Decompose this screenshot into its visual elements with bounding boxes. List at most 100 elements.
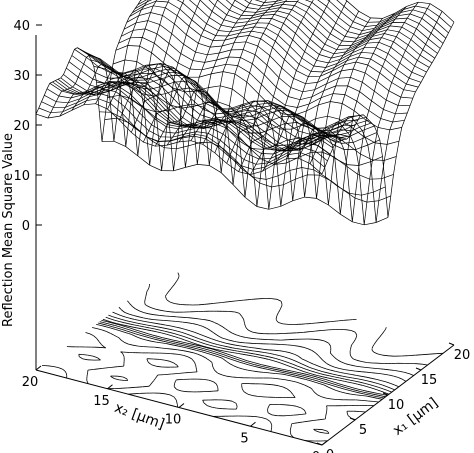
contour-segment: [181, 341, 188, 344]
contour-segment: [365, 392, 371, 394]
contour-segment: [270, 422, 273, 425]
contour-segment: [166, 333, 172, 336]
contour-segment: [64, 370, 66, 373]
contour-segment: [225, 328, 229, 331]
surface-line-x2: [123, 20, 411, 107]
contour-segment: [218, 323, 223, 327]
contour-segment: [197, 353, 203, 357]
contour-segment: [236, 300, 242, 302]
contour-segment: [173, 396, 175, 398]
contour-segment: [102, 323, 108, 326]
contour-segment: [138, 345, 144, 347]
contour-segment: [307, 372, 313, 375]
contour-segment: [180, 342, 186, 345]
contour-segment: [344, 381, 348, 383]
contour-segment: [128, 302, 131, 305]
contour-segment: [207, 341, 213, 344]
contour-segment: [383, 388, 388, 391]
contour-segment: [286, 374, 292, 377]
contour-segment: [161, 347, 168, 349]
contour-segment: [272, 370, 278, 372]
contour-segment: [121, 329, 127, 332]
contour-segment: [278, 385, 284, 388]
contour-segment: [165, 310, 171, 313]
contour-segment: [303, 371, 309, 374]
contour-segment: [62, 368, 65, 372]
contour-segment: [244, 391, 249, 395]
contour-segment: [285, 404, 291, 406]
contour-segment: [110, 376, 115, 379]
contour-segment: [237, 367, 243, 370]
contour-segment: [173, 282, 176, 286]
contour-segment: [344, 388, 350, 391]
contour-segment: [352, 341, 355, 344]
contour-segment: [345, 363, 351, 366]
contour-segment: [267, 369, 273, 371]
contour-segment: [185, 329, 191, 332]
contour-segment: [341, 386, 347, 389]
contour-segment: [372, 391, 378, 394]
contour-segment: [102, 318, 108, 322]
contour-segment: [287, 373, 293, 376]
contour-segment: [134, 319, 140, 321]
contour-segment: [155, 322, 161, 325]
contour-segment: [322, 429, 328, 432]
contour-segment: [345, 329, 352, 331]
contour-segment: [126, 378, 128, 381]
contour-segment: [415, 354, 422, 356]
contour-segment: [244, 323, 246, 327]
contour-segment: [240, 360, 246, 363]
contour-segment: [149, 337, 155, 340]
contour-segment: [209, 349, 215, 352]
contour-segment: [371, 387, 377, 390]
contour-segment: [275, 378, 281, 380]
contour-segment: [225, 357, 231, 360]
contour-segment: [375, 394, 381, 397]
contour-segment: [307, 348, 312, 351]
contour-segment: [196, 340, 201, 343]
contour-segment: [317, 380, 322, 383]
contour-segment: [242, 358, 248, 362]
contour-segment: [171, 344, 178, 347]
contour-segment: [313, 364, 318, 367]
contour-segment: [367, 380, 373, 383]
contour-segment: [212, 367, 215, 370]
contour-segment: [275, 373, 282, 375]
contour-segment: [201, 355, 207, 359]
contour-segment: [188, 351, 194, 354]
contour-segment: [116, 313, 121, 316]
contour-segment: [111, 321, 117, 324]
contour-segment: [251, 337, 257, 340]
contour-segment: [112, 316, 118, 319]
contour-segment: [381, 380, 387, 383]
contour-segment: [269, 353, 275, 355]
contour-segment: [275, 316, 278, 319]
contour-segment: [144, 304, 147, 306]
contour-segment: [107, 325, 113, 328]
contour-segment: [114, 378, 120, 381]
contour-segment: [121, 309, 126, 313]
contour-segment: [311, 375, 316, 378]
contour-segment: [300, 407, 302, 409]
contour-segment: [350, 347, 352, 350]
contour-segment: [271, 414, 278, 417]
contour-segment: [258, 371, 264, 373]
contour-segment: [144, 336, 150, 339]
contour-segment: [229, 354, 235, 357]
contour-segment: [318, 379, 324, 382]
contour-segment: [389, 369, 395, 371]
contour-segment: [126, 330, 131, 333]
contour-segment: [296, 381, 301, 384]
contour-segment: [132, 306, 136, 309]
contour-segment: [175, 379, 177, 382]
contour-segment: [214, 322, 219, 325]
contour-segment: [305, 360, 310, 363]
x-tick: [349, 417, 356, 421]
contour-segment: [168, 342, 174, 344]
contour-segment: [196, 350, 202, 352]
contour-segment: [102, 322, 105, 324]
surface-line-x2: [121, 28, 408, 115]
contour-segment: [222, 357, 224, 360]
contour-segment: [311, 350, 316, 354]
contour-segment: [350, 355, 354, 359]
